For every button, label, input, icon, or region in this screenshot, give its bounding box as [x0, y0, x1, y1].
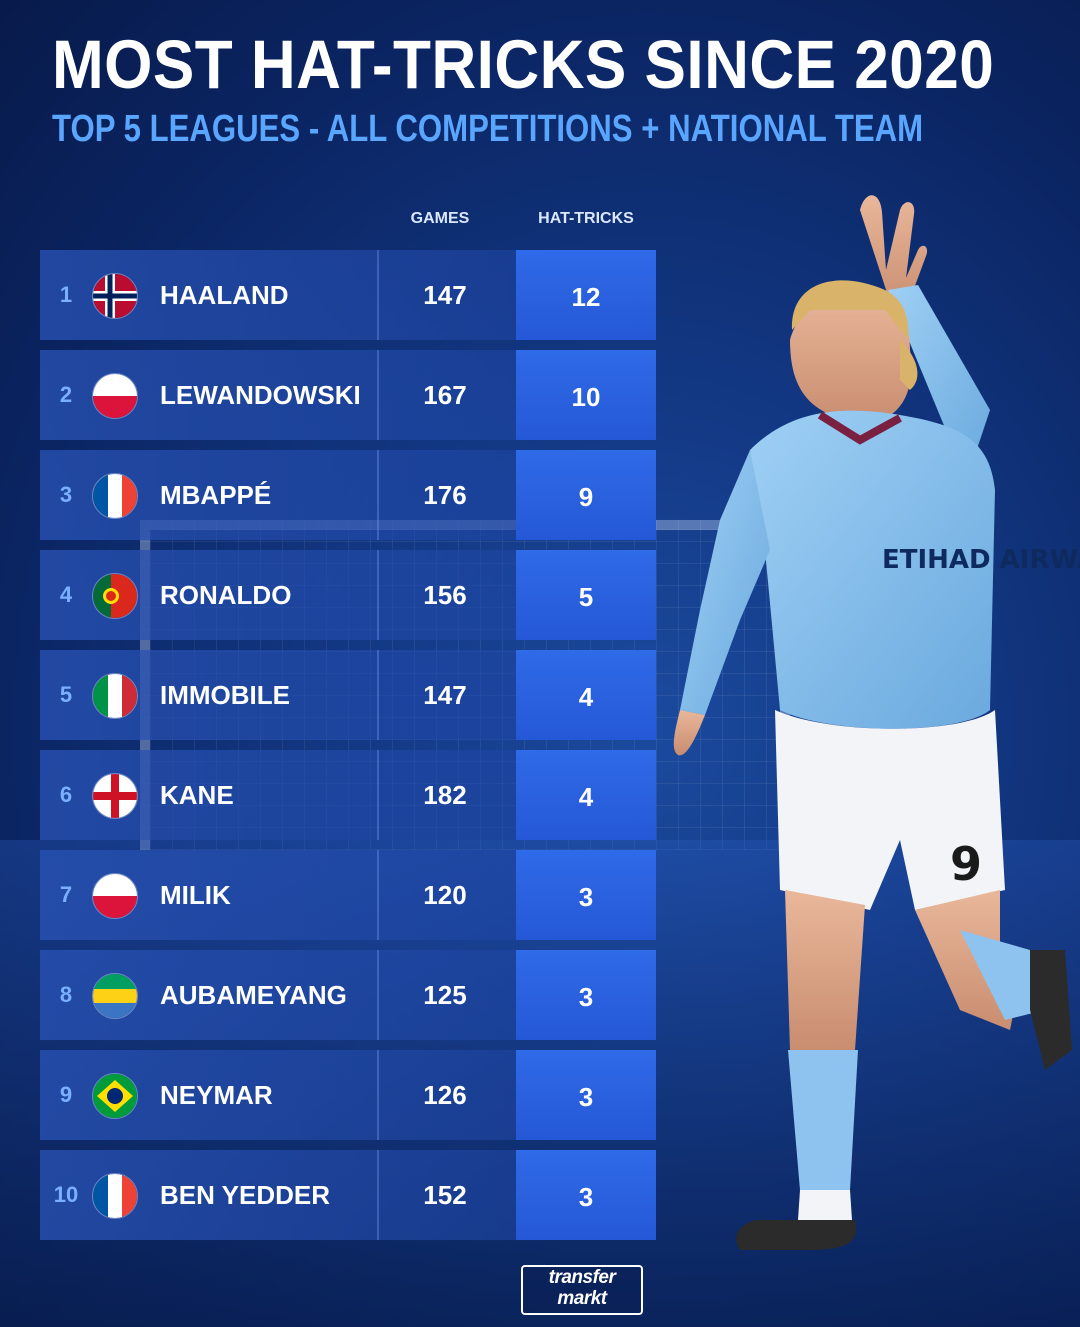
france-flag-icon: [92, 473, 138, 519]
hat-tricks-cell: 3: [516, 950, 656, 1040]
england-flag-icon: [92, 773, 138, 819]
player-name: LEWANDOWSKI: [160, 380, 361, 410]
hat-tricks-cell: 3: [516, 850, 656, 940]
hat-tricks-value: 3: [578, 1182, 594, 1212]
hat-tricks-cell: 3: [516, 1050, 656, 1140]
shirt-sponsor: ETIHAD AIRWAYS: [882, 545, 1080, 575]
row-divider: [377, 550, 379, 640]
player-name: AUBAMEYANG: [160, 980, 347, 1010]
rank-number: 1: [59, 282, 73, 307]
player-name: HAALAND: [160, 280, 289, 310]
table-row: 3 MBAPPÉ 176 9: [40, 450, 656, 540]
rank-number: 5: [59, 682, 73, 707]
games-value: 147: [423, 280, 467, 310]
table-row: 9 NEYMAR 126 3: [40, 1050, 656, 1140]
table-row: 10 BEN YEDDER 152 3: [40, 1150, 656, 1240]
gabon-flag-icon: [92, 973, 138, 1019]
hat-tricks-value: 5: [578, 582, 594, 612]
rank-number: 4: [59, 582, 73, 607]
logo-line-1: transfer: [548, 1267, 616, 1288]
player-name: KANE: [160, 780, 234, 810]
table-row: 8 AUBAMEYANG 125 3: [40, 950, 656, 1040]
brazil-flag-icon: [92, 1073, 138, 1119]
games-value: 152: [423, 1180, 467, 1210]
hat-tricks-value: 9: [578, 482, 594, 512]
italy-flag-icon: [92, 673, 138, 719]
games-value: 176: [423, 480, 467, 510]
transfermarkt-logo: transfer markt: [521, 1265, 643, 1315]
hat-tricks-value: 3: [578, 1082, 594, 1112]
page-subtitle: TOP 5 LEAGUES - ALL COMPETITIONS + NATIO…: [52, 108, 924, 150]
column-header-games: GAMES: [410, 210, 470, 227]
games-value: 120: [423, 880, 467, 910]
hat-tricks-value: 4: [578, 782, 594, 812]
column-header-hat-tricks: HAT-TRICKS: [538, 210, 634, 227]
player-photo: ETIHAD AIRWAYS 9: [673, 195, 1080, 1250]
france-flag-icon: [92, 1173, 138, 1219]
row-divider: [377, 350, 379, 440]
row-divider: [377, 1050, 379, 1140]
rank-number: 2: [59, 382, 73, 407]
games-value: 182: [423, 780, 467, 810]
player-name: IMMOBILE: [160, 680, 290, 710]
hat-tricks-cell: 4: [516, 750, 656, 840]
row-divider: [377, 750, 379, 840]
games-value: 125: [423, 980, 467, 1010]
table-row: 1 HAALAND 147 12: [40, 250, 656, 340]
player-name: NEYMAR: [160, 1080, 273, 1110]
logo-line-2: markt: [557, 1288, 607, 1309]
hat-tricks-cell: 9: [516, 450, 656, 540]
table-row: 6 KANE 182 4: [40, 750, 656, 840]
poland-flag-icon: [92, 873, 138, 919]
row-divider: [377, 950, 379, 1040]
player-name: MBAPPÉ: [160, 480, 272, 510]
shorts-number: 9: [950, 837, 982, 891]
hat-tricks-cell: 5: [516, 550, 656, 640]
table-row: 2 LEWANDOWSKI 167 10: [40, 350, 656, 440]
portugal-flag-icon: [92, 573, 138, 619]
rank-number: 10: [53, 1182, 79, 1207]
hat-tricks-cell: 10: [516, 350, 656, 440]
player-name: BEN YEDDER: [160, 1180, 331, 1210]
player-name: RONALDO: [160, 580, 292, 610]
row-divider: [377, 1150, 379, 1240]
rank-number: 8: [59, 982, 73, 1007]
row-divider: [377, 250, 379, 340]
norway-flag-icon: [92, 273, 138, 319]
games-value: 147: [423, 680, 467, 710]
rank-number: 7: [59, 882, 73, 907]
hat-tricks-value: 3: [578, 982, 594, 1012]
rank-number: 9: [59, 1082, 73, 1107]
hat-tricks-cell: 12: [516, 250, 656, 340]
row-divider: [377, 650, 379, 740]
hat-tricks-value: 10: [571, 382, 601, 412]
rank-number: 3: [59, 482, 73, 507]
player-name: MILIK: [160, 880, 231, 910]
table-row: 4 RONALDO 156 5: [40, 550, 656, 640]
table-row: 7 MILIK 120 3: [40, 850, 656, 940]
hat-tricks-value: 12: [571, 282, 601, 312]
table-row: 5 IMMOBILE 147 4: [40, 650, 656, 740]
hat-tricks-cell: 4: [516, 650, 656, 740]
page-title: MOST HAT-TRICKS SINCE 2020: [52, 26, 995, 103]
hat-tricks-value: 3: [578, 882, 594, 912]
row-divider: [377, 850, 379, 940]
games-value: 167: [423, 380, 467, 410]
games-value: 156: [423, 580, 467, 610]
hat-tricks-value: 4: [578, 682, 594, 712]
row-divider: [377, 450, 379, 540]
rank-number: 6: [59, 782, 73, 807]
games-value: 126: [423, 1080, 467, 1110]
hat-tricks-cell: 3: [516, 1150, 656, 1240]
poland-flag-icon: [92, 373, 138, 419]
